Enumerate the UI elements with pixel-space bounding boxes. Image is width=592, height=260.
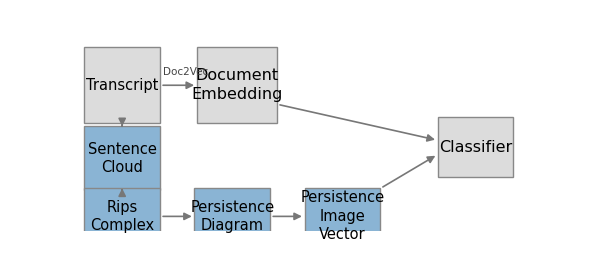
FancyBboxPatch shape	[84, 188, 160, 244]
FancyBboxPatch shape	[194, 188, 270, 244]
Text: Persistence
Diagram: Persistence Diagram	[190, 200, 274, 233]
Text: Persistence
Image
Vector: Persistence Image Vector	[300, 190, 384, 243]
FancyBboxPatch shape	[197, 47, 277, 123]
FancyBboxPatch shape	[84, 47, 160, 123]
FancyBboxPatch shape	[84, 126, 160, 190]
Text: Doc2Vec: Doc2Vec	[163, 67, 208, 77]
FancyBboxPatch shape	[304, 188, 380, 244]
Text: Document
Embedding: Document Embedding	[191, 68, 282, 102]
Text: Classifier: Classifier	[439, 140, 512, 155]
Text: Rips
Complex: Rips Complex	[90, 200, 155, 233]
Text: Transcript: Transcript	[86, 78, 159, 93]
Text: Sentence
Cloud: Sentence Cloud	[88, 141, 157, 175]
FancyBboxPatch shape	[437, 117, 513, 177]
